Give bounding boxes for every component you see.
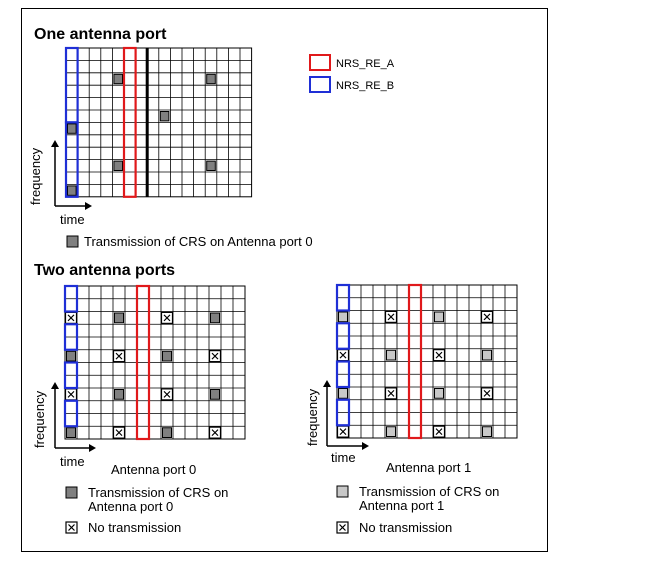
crs-cell-port1 <box>482 426 492 437</box>
nrs-re-a-box <box>122 46 137 198</box>
legend-crs-right-line2: Antenna port 1 <box>359 498 445 513</box>
nrs-re-a-box <box>135 284 151 441</box>
legend-x-box-icon-right-stroke <box>339 524 346 531</box>
crs-cell-port0 <box>210 389 220 400</box>
x-box-icon-stroke <box>435 428 443 436</box>
legend-nrs-a-label: NRS_RE_A <box>336 58 395 70</box>
crs-cell-port1 <box>386 426 396 437</box>
axes-top-y-arrow-icon <box>51 140 59 147</box>
crs-cell-port0 <box>66 350 76 362</box>
crs-cell-port1 <box>386 349 396 361</box>
crs-cell-port1 <box>434 388 444 399</box>
x-box-icon-stroke <box>339 351 347 359</box>
x-box-icon-stroke <box>67 314 75 322</box>
nrs-re-b-box <box>63 323 79 351</box>
crs-cell-port0 <box>162 350 172 362</box>
legend-crs-label-top: Transmission of CRS on Antenna port 0 <box>84 234 313 249</box>
x-box-icon-stroke <box>387 389 395 397</box>
legend-nrs-b-label: NRS_RE_B <box>336 80 395 92</box>
legend-crs-left-line2: Antenna port 0 <box>88 499 174 514</box>
crs-cell-port0 <box>114 312 124 324</box>
legend-crs-left-line1: Transmission of CRS on <box>88 485 229 500</box>
x-box-icon-stroke <box>115 429 123 437</box>
nrs-re-b-box <box>335 398 351 427</box>
legend-crs-swatch-left <box>65 486 78 499</box>
x-box-icon-stroke <box>115 352 123 360</box>
axes-top-x-arrow-icon <box>85 202 92 210</box>
x-box-icon-stroke <box>435 351 443 359</box>
x-box-icon-stroke <box>339 428 347 436</box>
legend-crs-swatch-top <box>66 235 79 248</box>
nrs-re-b-box <box>335 360 351 389</box>
crs-cell-port0 <box>113 73 124 85</box>
crs-cell-port1 <box>434 311 444 323</box>
x-box-icon-stroke <box>387 313 395 321</box>
nrs-re-b-box <box>335 283 351 312</box>
caption-antenna-port-0: Antenna port 0 <box>111 462 197 477</box>
legend-nrs-a-swatch <box>309 54 331 71</box>
nrs-re-b-box <box>63 361 79 390</box>
x-box-icon-stroke <box>211 352 219 360</box>
caption-antenna-port-1: Antenna port 1 <box>386 460 472 475</box>
crs-cell-port0 <box>210 312 220 324</box>
x-box-icon-stroke <box>483 313 491 321</box>
axes-right-x-arrow-icon <box>362 442 369 450</box>
axes-left-y-arrow-icon <box>51 382 59 389</box>
x-box-icon-stroke <box>163 390 171 398</box>
nrs-re-b-box <box>63 399 79 428</box>
title-one-antenna-port: One antenna port <box>34 26 167 43</box>
nrs-re-b-box <box>63 284 79 313</box>
crs-cell-port0 <box>66 427 76 438</box>
crs-cell-port0 <box>206 160 216 172</box>
axes-right-y-arrow-icon <box>323 380 331 387</box>
crs-cell-port0 <box>162 427 172 438</box>
legend-nrs-b-swatch <box>309 76 331 93</box>
legend-crs-swatch-right <box>336 485 349 498</box>
crs-cell-port1 <box>338 311 348 323</box>
nrs-re-b-box <box>335 322 351 350</box>
legend-x-left-label: No transmission <box>88 520 182 535</box>
axis-time-label-left: time <box>60 454 85 469</box>
legend-crs-right-line1: Transmission of CRS on <box>359 484 500 499</box>
crs-cell-port0 <box>159 111 170 122</box>
crs-cell-port1 <box>338 388 348 399</box>
x-box-icon-stroke <box>163 314 171 322</box>
x-box-icon-stroke <box>67 390 75 398</box>
figure-frame <box>21 8 548 552</box>
x-box-icon-stroke <box>483 389 491 397</box>
crs-cell-port0 <box>206 73 216 85</box>
legend-x-right-label: No transmission <box>359 520 453 535</box>
title-two-antenna-ports: Two antenna ports <box>34 262 176 279</box>
x-box-icon-stroke <box>211 429 219 437</box>
nrs-re-a-box <box>407 283 423 440</box>
nrs-re-b-box <box>64 121 79 198</box>
legend-x-box-icon-left-stroke <box>68 524 75 531</box>
axis-time-label-top: time <box>60 212 85 227</box>
crs-cell-port0 <box>113 160 124 172</box>
axes-left-x-arrow-icon <box>89 444 96 452</box>
crs-cell-port0 <box>67 185 77 196</box>
crs-cell-port0 <box>114 389 124 400</box>
crs-cell-port0 <box>67 123 77 134</box>
crs-cell-port1 <box>482 349 492 361</box>
axis-time-label-right: time <box>331 450 356 465</box>
